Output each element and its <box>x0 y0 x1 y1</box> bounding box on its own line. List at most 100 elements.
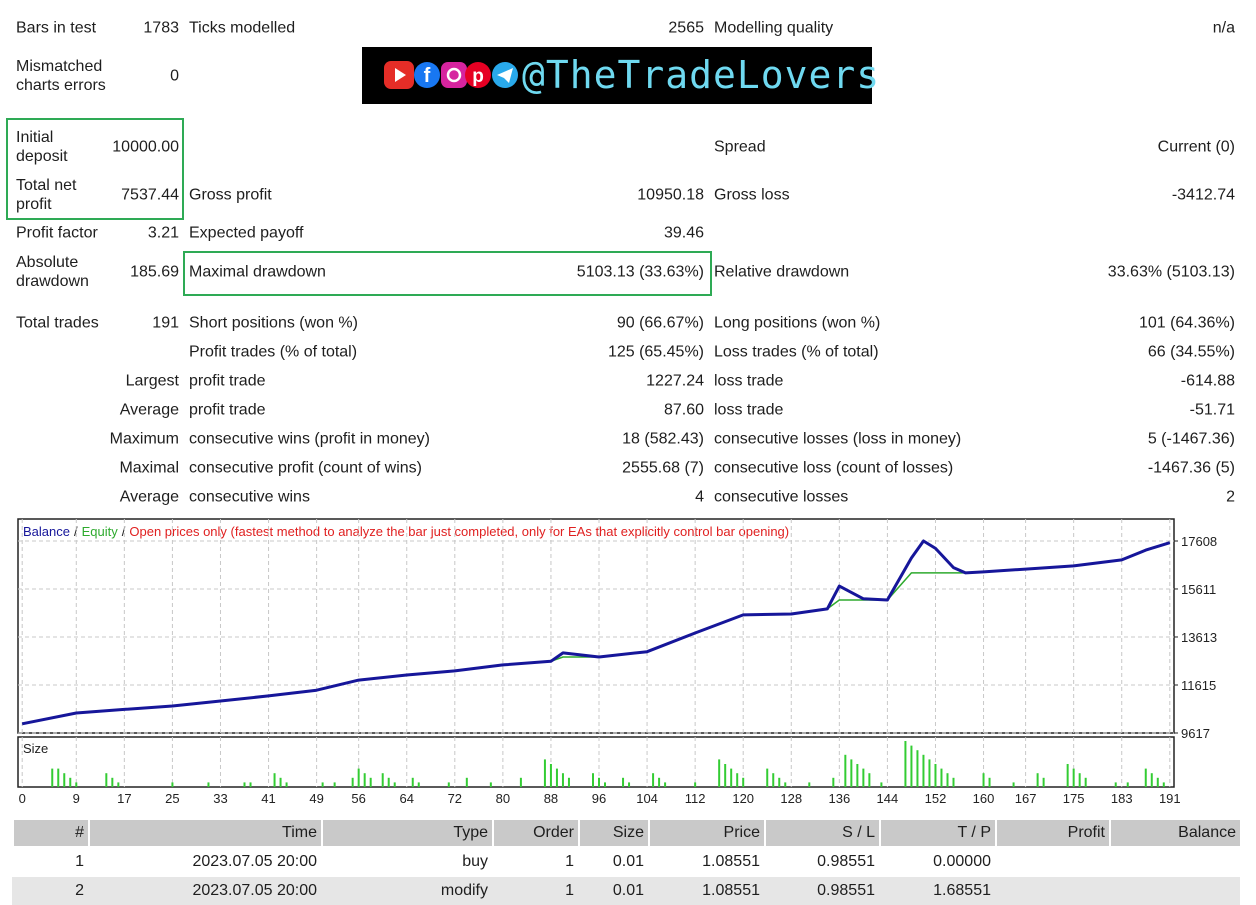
y-tick-label: 9617 <box>1181 726 1210 741</box>
stat-label: Spread <box>714 138 766 156</box>
stat-label: consecutive profit (count of wins) <box>189 459 422 477</box>
table-row-bg <box>12 848 1240 876</box>
table-header: Time <box>90 820 321 846</box>
stat-value: 101 (64.36%) <box>1138 314 1235 332</box>
stat-value: 2 <box>1226 488 1235 506</box>
stat-label: Gross profit <box>189 186 272 204</box>
x-tick-label: 56 <box>351 791 365 806</box>
stat-value: 125 (65.45%) <box>607 343 704 361</box>
table-cell: 0.01 <box>612 882 644 899</box>
stat-label: Long positions (won %) <box>714 314 881 332</box>
legend-sep: / <box>74 524 78 539</box>
table-cell: 0.01 <box>612 853 644 870</box>
table-cell: 0.98551 <box>817 853 875 870</box>
table-cell: buy <box>462 853 488 870</box>
stat-value: 1227.24 <box>646 372 704 390</box>
x-tick-label: 72 <box>448 791 462 806</box>
table-cell: 1 <box>75 853 84 870</box>
table-cell: 1 <box>565 882 574 899</box>
stat-label: Maximum <box>109 430 179 448</box>
x-tick-label: 152 <box>925 791 947 806</box>
stat-value: 90 (66.67%) <box>616 314 704 332</box>
stat-label: consecutive loss (count of losses) <box>714 459 954 477</box>
stat-label: Profit trades (% of total) <box>189 343 358 361</box>
table-cell: 1.68551 <box>933 882 991 899</box>
stat-label: loss trade <box>714 372 784 390</box>
highlight-box <box>183 251 712 296</box>
x-tick-label: 191 <box>1159 791 1181 806</box>
stat-value: 39.46 <box>663 224 704 242</box>
watermark-text: @TheTradeLovers <box>522 53 881 97</box>
x-tick-label: 144 <box>877 791 899 806</box>
x-tick-label: 183 <box>1111 791 1133 806</box>
social-icons: f p <box>384 61 518 89</box>
stat-label: Ticks modelled <box>189 19 296 37</box>
stat-label: Absolute drawdown <box>16 254 89 290</box>
stat-value: 10000.00 <box>112 138 179 156</box>
stat-value: 66 (34.55%) <box>1147 343 1235 361</box>
stat-label: Profit factor <box>16 224 98 242</box>
table-header: # <box>14 820 88 846</box>
stat-label: Mismatched charts errors <box>16 58 106 94</box>
stat-value: 33.63% (5103.13) <box>1107 263 1235 281</box>
stat-label: Bars in test <box>16 19 97 37</box>
stat-label: Short positions (won %) <box>189 314 358 332</box>
y-tick-label: 13613 <box>1181 630 1217 645</box>
stat-value: 7537.44 <box>121 186 179 204</box>
stat-label: Average <box>119 488 179 506</box>
stat-value: -1467.36 (5) <box>1147 459 1235 477</box>
table-cell: modify <box>440 882 488 899</box>
table-cell: 1 <box>565 853 574 870</box>
x-tick-label: 33 <box>213 791 227 806</box>
stat-label: consecutive wins (profit in money) <box>189 430 430 448</box>
x-tick-label: 80 <box>496 791 510 806</box>
y-tick-label: 17608 <box>1181 534 1217 549</box>
stat-label: profit trade <box>189 401 266 419</box>
stat-value: 191 <box>152 314 179 332</box>
table-header: Balance <box>1111 820 1240 846</box>
stat-label: Gross loss <box>714 186 790 204</box>
legend-balance: Balance <box>23 524 70 539</box>
table-cell: 0.98551 <box>817 882 875 899</box>
highlight-box <box>6 118 184 220</box>
x-tick-label: 88 <box>544 791 558 806</box>
x-tick-label: 104 <box>636 791 658 806</box>
stat-label: consecutive losses <box>714 488 849 506</box>
stat-value: 18 (582.43) <box>622 430 704 448</box>
stat-label: Average <box>119 401 179 419</box>
stat-value: 185.69 <box>130 263 179 281</box>
stat-value: 5103.13 (33.63%) <box>576 263 704 281</box>
table-header: Price <box>650 820 764 846</box>
stat-label: consecutive losses (loss in money) <box>714 430 962 448</box>
y-tick-label: 11615 <box>1181 678 1216 693</box>
table-header: Profit <box>997 820 1109 846</box>
stat-label: Expected payoff <box>189 224 304 242</box>
stat-label: Initial deposit <box>16 129 68 165</box>
table-header: Size <box>580 820 648 846</box>
stat-value: n/a <box>1212 19 1235 37</box>
svg-text:f: f <box>424 65 431 87</box>
table-header: T / P <box>881 820 995 846</box>
legend-equity: Equity <box>82 524 119 539</box>
legend-note: Open prices only (fastest method to anal… <box>129 524 789 539</box>
x-tick-label: 9 <box>73 791 80 806</box>
stat-label: consecutive wins <box>189 488 310 506</box>
x-tick-label: 41 <box>261 791 275 806</box>
legend-sep: / <box>122 524 126 539</box>
plot-frame <box>17 518 1175 734</box>
size-title: Size <box>23 741 48 756</box>
table-cell: 2023.07.05 20:00 <box>192 882 317 899</box>
y-tick-label: 15611 <box>1181 582 1216 597</box>
stat-value: 4 <box>695 488 704 506</box>
stat-value: -51.71 <box>1189 401 1235 419</box>
legend: Balance / Equity / Open prices only (fastest… <box>23 524 789 539</box>
stat-value: 3.21 <box>147 224 179 242</box>
stat-label: Total net profit <box>16 177 77 213</box>
table-cell: 2 <box>75 882 84 899</box>
table-header: Order <box>494 820 578 846</box>
watermark: f p @TheTradeLovers <box>362 47 879 104</box>
stat-value: -614.88 <box>1180 372 1235 390</box>
x-tick-label: 136 <box>828 791 850 806</box>
x-tick-label: 25 <box>165 791 179 806</box>
stat-label: Largest <box>125 372 179 390</box>
